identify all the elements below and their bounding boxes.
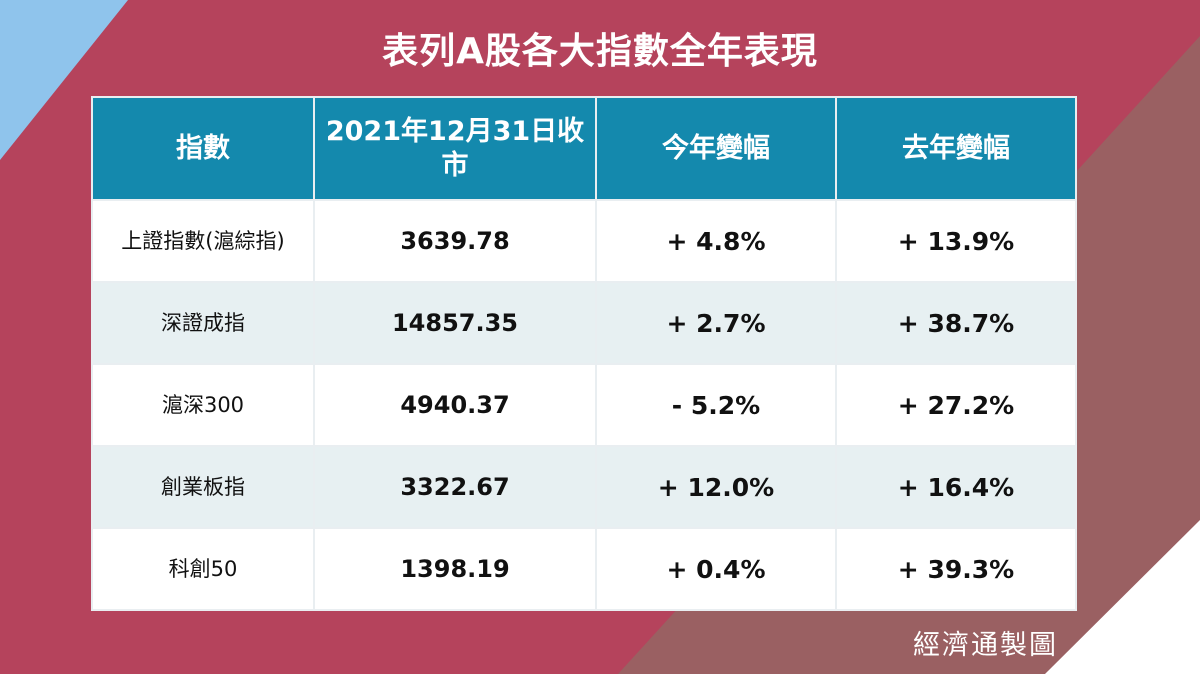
column-header-index: 指數	[91, 96, 315, 201]
close-value-cell: 3639.78	[313, 199, 597, 283]
change-last-year-cell: + 39.3%	[835, 527, 1077, 611]
close-value-cell: 14857.35	[313, 281, 597, 365]
change-this-year-cell: + 2.7%	[595, 281, 837, 365]
table-header-row: 指數 2021年12月31日收市 今年變幅 去年變幅	[91, 96, 1077, 201]
table-row: 滬深300 4940.37 - 5.2% + 27.2%	[91, 363, 1077, 447]
change-this-year-cell: + 12.0%	[595, 445, 837, 529]
page-title: 表列A股各大指數全年表現	[382, 31, 818, 72]
table-row: 科創50 1398.19 + 0.4% + 39.3%	[91, 527, 1077, 611]
index-name-cell: 深證成指	[91, 281, 315, 365]
change-this-year-cell: + 0.4%	[595, 527, 837, 611]
index-performance-table: 指數 2021年12月31日收市 今年變幅 去年變幅 上證指數(滬綜指) 363…	[91, 96, 1077, 611]
column-header-change-this-year: 今年變幅	[595, 96, 837, 201]
column-header-close: 2021年12月31日收市	[313, 96, 597, 201]
source-credit: 經濟通製圖	[913, 630, 1058, 661]
close-value-cell: 1398.19	[313, 527, 597, 611]
table-row: 深證成指 14857.35 + 2.7% + 38.7%	[91, 281, 1077, 365]
table-row: 上證指數(滬綜指) 3639.78 + 4.8% + 13.9%	[91, 199, 1077, 283]
index-name-cell: 創業板指	[91, 445, 315, 529]
corner-white-shape	[1045, 520, 1200, 674]
close-value-cell: 3322.67	[313, 445, 597, 529]
index-name-cell: 上證指數(滬綜指)	[91, 199, 315, 283]
change-last-year-cell: + 13.9%	[835, 199, 1077, 283]
change-last-year-cell: + 27.2%	[835, 363, 1077, 447]
close-value-cell: 4940.37	[313, 363, 597, 447]
corner-blue-shape	[0, 0, 128, 160]
change-this-year-cell: + 4.8%	[595, 199, 837, 283]
index-name-cell: 科創50	[91, 527, 315, 611]
change-last-year-cell: + 38.7%	[835, 281, 1077, 365]
change-this-year-cell: - 5.2%	[595, 363, 837, 447]
change-last-year-cell: + 16.4%	[835, 445, 1077, 529]
index-name-cell: 滬深300	[91, 363, 315, 447]
table-row: 創業板指 3322.67 + 12.0% + 16.4%	[91, 445, 1077, 529]
column-header-change-last-year: 去年變幅	[835, 96, 1077, 201]
